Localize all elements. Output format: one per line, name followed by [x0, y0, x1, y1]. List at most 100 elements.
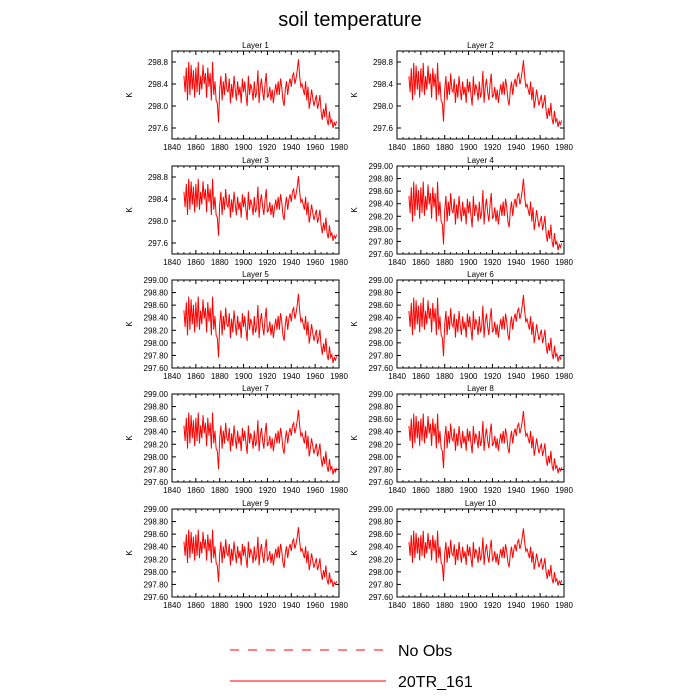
- x-tick-label: 1920: [259, 486, 277, 495]
- series-line-20tr-161: [183, 59, 338, 129]
- x-tick-label: 1920: [259, 258, 277, 267]
- y-tick-label: 298.0: [148, 217, 169, 226]
- y-tick-label: 298.80: [144, 403, 169, 412]
- legend: No Obs 20TR_161: [230, 643, 473, 691]
- legend-20tr-label: 20TR_161: [398, 674, 473, 691]
- y-tick-label: 298.4: [373, 80, 394, 89]
- x-tick-label: 1860: [412, 601, 430, 610]
- x-tick-label: 1860: [412, 486, 430, 495]
- x-tick-label: 1960: [306, 486, 324, 495]
- x-tick-label: 1900: [235, 601, 253, 610]
- y-tick-label: 298.60: [144, 415, 169, 424]
- figure-title: soil temperature: [278, 9, 421, 31]
- x-tick-label: 1940: [282, 601, 300, 610]
- y-tick-label: 298.00: [144, 568, 169, 577]
- y-tick-label: 297.60: [144, 364, 169, 373]
- series-line-20tr-161: [183, 176, 338, 241]
- panel-title: Layer 1: [242, 41, 269, 50]
- x-tick-label: 1960: [531, 258, 549, 267]
- x-tick-label: 1980: [555, 258, 573, 267]
- chart-panel-5: Layer 5 K 1840 1860 1880 1900 1920 1940 1960 1980…: [125, 270, 348, 381]
- x-tick-label: 1960: [306, 372, 324, 381]
- x-tick-label: 1860: [187, 601, 205, 610]
- y-tick-label: 298.60: [144, 301, 169, 310]
- y-tick-label: 297.6: [148, 124, 169, 133]
- x-tick-label: 1940: [282, 486, 300, 495]
- x-tick-label: 1960: [306, 258, 324, 267]
- y-tick-label: 298.60: [369, 301, 394, 310]
- x-tick-label: 1980: [330, 258, 348, 267]
- x-tick-label: 1840: [163, 372, 181, 381]
- x-tick-label: 1880: [436, 258, 454, 267]
- x-tick-label: 1920: [259, 601, 277, 610]
- panel-title: Layer 10: [465, 499, 497, 508]
- x-tick-label: 1960: [531, 486, 549, 495]
- y-tick-label: 298.60: [369, 415, 394, 424]
- panel-title: Layer 7: [242, 384, 269, 393]
- x-tick-label: 1940: [282, 372, 300, 381]
- y-tick-label: 297.60: [369, 593, 394, 602]
- y-tick-label: 298.0: [373, 102, 394, 111]
- y-tick-label: 299.00: [144, 390, 169, 399]
- x-tick-label: 1940: [507, 601, 525, 610]
- x-tick-label: 1920: [484, 258, 502, 267]
- x-tick-label: 1880: [436, 601, 454, 610]
- x-tick-label: 1880: [211, 486, 229, 495]
- chart-panel-6: Layer 6 K 1840 1860 1880 1900 1920 1940 1960 1980…: [350, 270, 573, 381]
- x-tick-label: 1860: [412, 258, 430, 267]
- x-tick-label: 1840: [388, 143, 406, 152]
- y-tick-label: 297.60: [369, 364, 394, 373]
- x-tick-label: 1840: [163, 258, 181, 267]
- x-tick-label: 1920: [259, 143, 277, 152]
- x-tick-label: 1880: [211, 143, 229, 152]
- y-tick-label: 298.80: [369, 403, 394, 412]
- x-tick-label: 1960: [531, 143, 549, 152]
- y-axis-label: K: [125, 321, 134, 327]
- x-tick-label: 1980: [555, 143, 573, 152]
- x-tick-label: 1980: [330, 372, 348, 381]
- y-tick-label: 298.00: [369, 453, 394, 462]
- x-tick-label: 1880: [436, 143, 454, 152]
- y-tick-label: 297.80: [369, 237, 394, 246]
- series-line-20tr-161: [408, 294, 563, 362]
- x-tick-label: 1840: [163, 143, 181, 152]
- x-tick-label: 1880: [211, 601, 229, 610]
- y-tick-label: 298.40: [369, 200, 394, 209]
- y-tick-label: 298.8: [148, 58, 169, 67]
- series-line-20tr-161: [183, 527, 338, 588]
- y-tick-label: 297.80: [369, 580, 394, 589]
- y-axis-label: K: [125, 207, 134, 213]
- x-tick-label: 1880: [211, 258, 229, 267]
- chart-panel-3: Layer 3 K 1840 1860 1880 1900 1920 1940 1960 1980…: [125, 156, 348, 267]
- series-line-20tr-161: [183, 293, 338, 364]
- x-tick-label: 1920: [484, 143, 502, 152]
- y-tick-label: 297.60: [144, 593, 169, 602]
- chart-panel-4: Layer 4 K 1840 1860 1880 1900 1920 1940 1960 1980…: [350, 156, 573, 267]
- y-tick-label: 299.00: [144, 505, 169, 514]
- y-tick-label: 298.00: [369, 225, 394, 234]
- x-tick-label: 1900: [235, 372, 253, 381]
- y-axis-label: K: [350, 550, 359, 556]
- y-tick-label: 297.60: [144, 478, 169, 487]
- series-line-20tr-161: [183, 409, 338, 475]
- y-tick-label: 297.80: [369, 351, 394, 360]
- y-tick-label: 298.20: [144, 326, 169, 335]
- x-tick-label: 1920: [484, 372, 502, 381]
- y-tick-label: 297.80: [369, 465, 394, 474]
- x-tick-label: 1840: [163, 486, 181, 495]
- y-tick-label: 299.00: [144, 276, 169, 285]
- y-tick-label: 297.80: [144, 351, 169, 360]
- x-tick-label: 1860: [412, 143, 430, 152]
- y-tick-label: 299.00: [369, 162, 394, 171]
- y-tick-label: 298.20: [369, 212, 394, 221]
- series-line-20tr-161: [408, 528, 563, 586]
- x-tick-label: 1960: [531, 601, 549, 610]
- y-tick-label: 298.40: [369, 314, 394, 323]
- x-tick-label: 1980: [555, 601, 573, 610]
- y-axis-label: K: [125, 92, 134, 98]
- y-tick-label: 297.80: [144, 580, 169, 589]
- x-tick-label: 1880: [436, 372, 454, 381]
- y-tick-label: 298.20: [369, 326, 394, 335]
- x-tick-label: 1940: [282, 258, 300, 267]
